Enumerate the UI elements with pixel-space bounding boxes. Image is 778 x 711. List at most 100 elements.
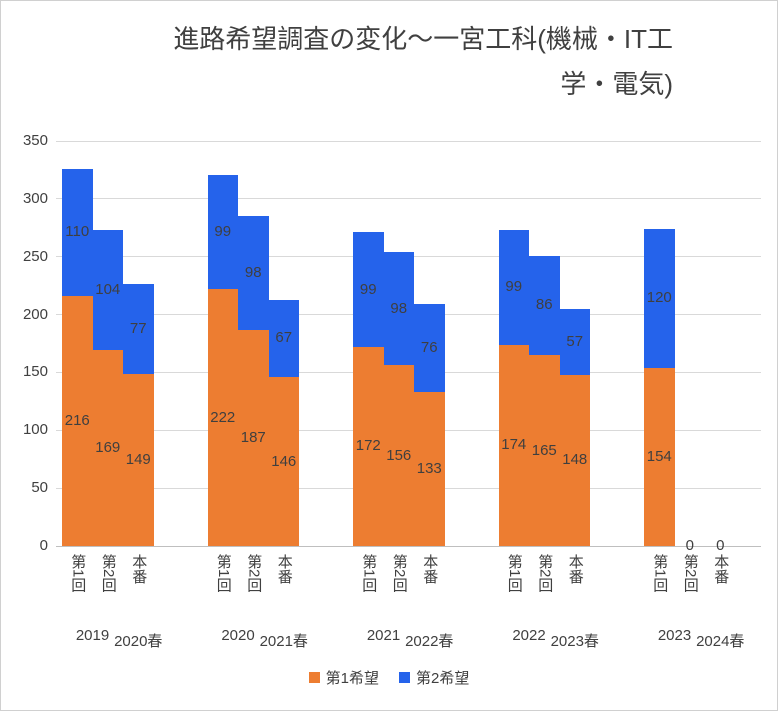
chart-title-line1: 進路希望調査の変化～一宮工科(機械・IT工 <box>173 24 673 54</box>
data-label-second-choice: 104 <box>95 281 121 299</box>
data-label-first-choice: 156 <box>386 446 412 464</box>
gridline <box>56 198 761 200</box>
x-axis-year-label: 2020 <box>221 627 255 644</box>
x-axis-year-label: 2022 <box>512 627 546 644</box>
data-label-second-choice: 76 <box>420 339 438 357</box>
bar-segment-first-choice <box>62 296 93 546</box>
bar-segment-first-choice <box>207 289 238 546</box>
data-label-first-choice: 133 <box>416 460 442 478</box>
y-axis-tick-label: 300 <box>22 189 48 207</box>
bar-segment-second-choice <box>268 299 299 378</box>
data-label-second-choice: 99 <box>505 278 523 296</box>
x-axis-category-label: 第1回 <box>214 554 232 593</box>
bar-segment-first-choice <box>123 373 154 546</box>
data-label-second-choice: 98 <box>390 299 408 317</box>
data-label-first-choice: 154 <box>646 447 672 465</box>
data-label-first-choice: 148 <box>562 451 588 469</box>
x-axis-line <box>56 545 761 547</box>
legend-label-second-choice: 第2希望 <box>416 670 470 687</box>
legend-label-first-choice: 第1希望 <box>325 670 379 687</box>
data-label-first-choice: 149 <box>125 450 151 468</box>
bar-segment-second-choice <box>123 284 154 374</box>
data-label-second-choice: 99 <box>214 222 232 240</box>
legend: 第1希望 第2希望 <box>1 667 777 688</box>
legend-item-first-choice: 第1希望 <box>308 667 379 688</box>
bar-segment-first-choice <box>559 374 590 546</box>
bar-segment-first-choice <box>383 365 414 546</box>
bar-segment-first-choice <box>498 344 529 546</box>
bar-segment-first-choice <box>644 367 675 546</box>
data-label-second-choice: 120 <box>646 289 672 307</box>
x-axis-category-label: 本番 <box>712 554 730 584</box>
bar-segment-second-choice <box>92 230 123 351</box>
x-axis-spring-label: 2024春 <box>696 633 745 650</box>
bar-segment-first-choice <box>353 346 384 546</box>
bar-segment-second-choice <box>238 216 269 330</box>
x-axis-category-label: 本番 <box>421 554 439 584</box>
data-label-second-choice: 57 <box>566 332 584 350</box>
x-axis-category-label: 第1回 <box>505 554 523 593</box>
x-axis-spring-label: 2022春 <box>405 633 454 650</box>
x-axis-category-label: 本番 <box>566 554 584 584</box>
bar-segment-first-choice <box>268 377 299 546</box>
data-label-first-choice: 174 <box>501 436 527 454</box>
y-axis-tick-label: 50 <box>31 479 48 497</box>
chart-title-line2: 学・電気) <box>560 69 673 99</box>
bar-segment-second-choice <box>414 304 445 393</box>
x-axis-category-label: 本番 <box>275 554 293 584</box>
x-axis-category-label: 本番 <box>130 554 148 584</box>
y-axis-tick-label: 150 <box>22 363 48 381</box>
bar-segment-second-choice <box>383 252 414 366</box>
data-label-second-choice: 98 <box>244 263 262 281</box>
data-label-first-choice: 172 <box>355 437 381 455</box>
x-axis-spring-label: 2020春 <box>114 633 163 650</box>
y-axis-tick-label: 250 <box>22 247 48 265</box>
x-axis-spring-label: 2021春 <box>259 633 308 650</box>
data-label-second-choice: 77 <box>129 320 147 338</box>
bar-segment-second-choice <box>353 232 384 347</box>
data-label-zero: 0 <box>685 537 694 554</box>
bar-segment-second-choice <box>207 174 238 290</box>
x-axis-category-label: 第2回 <box>681 554 699 593</box>
data-label-first-choice: 169 <box>95 439 121 457</box>
x-axis-year-label: 2023 <box>657 627 692 644</box>
bar-segment-first-choice <box>92 350 123 546</box>
x-axis-spring-label: 2023春 <box>550 633 599 650</box>
bar-segment-second-choice <box>644 228 675 368</box>
x-axis-category-label: 第2回 <box>245 554 263 593</box>
data-label-second-choice: 67 <box>275 329 293 347</box>
legend-swatch-first-choice-icon <box>308 672 320 683</box>
bar-segment-first-choice <box>529 355 560 546</box>
data-label-first-choice: 222 <box>210 408 236 426</box>
x-axis-category-label: 第1回 <box>360 554 378 593</box>
data-label-second-choice: 110 <box>65 223 90 241</box>
x-axis-year-label: 2021 <box>366 627 401 644</box>
data-label-first-choice: 187 <box>240 428 266 446</box>
bar-segment-first-choice <box>414 392 445 546</box>
x-axis-category-label: 第2回 <box>536 554 554 593</box>
x-axis-category-label: 第2回 <box>99 554 117 593</box>
data-label-first-choice: 216 <box>64 412 90 430</box>
chart-title: 進路希望調査の変化～一宮工科(機械・IT工 学・電気) <box>107 17 673 107</box>
y-axis-tick-label: 100 <box>22 421 48 439</box>
legend-swatch-second-choice-icon <box>399 672 410 683</box>
gridline <box>56 140 761 142</box>
bar-segment-second-choice <box>498 230 529 345</box>
bar-segment-first-choice <box>238 329 269 546</box>
x-axis-category-label: 第1回 <box>651 554 669 593</box>
bar-segment-second-choice <box>559 308 590 375</box>
data-label-first-choice: 146 <box>271 452 297 470</box>
bar-segment-second-choice <box>529 255 560 356</box>
bar-segment-second-choice <box>62 168 93 297</box>
x-axis-category-label: 第2回 <box>390 554 408 593</box>
y-axis-tick-label: 200 <box>22 305 48 323</box>
data-label-second-choice: 86 <box>535 296 553 314</box>
data-label-second-choice: 99 <box>359 280 377 298</box>
y-axis-tick-label: 350 <box>22 132 48 149</box>
x-axis-category-label: 第1回 <box>69 554 87 593</box>
y-axis-tick-label: 0 <box>39 537 48 554</box>
data-label-first-choice: 165 <box>531 441 557 459</box>
legend-item-second-choice: 第2希望 <box>399 667 469 688</box>
data-label-zero: 0 <box>716 537 725 554</box>
